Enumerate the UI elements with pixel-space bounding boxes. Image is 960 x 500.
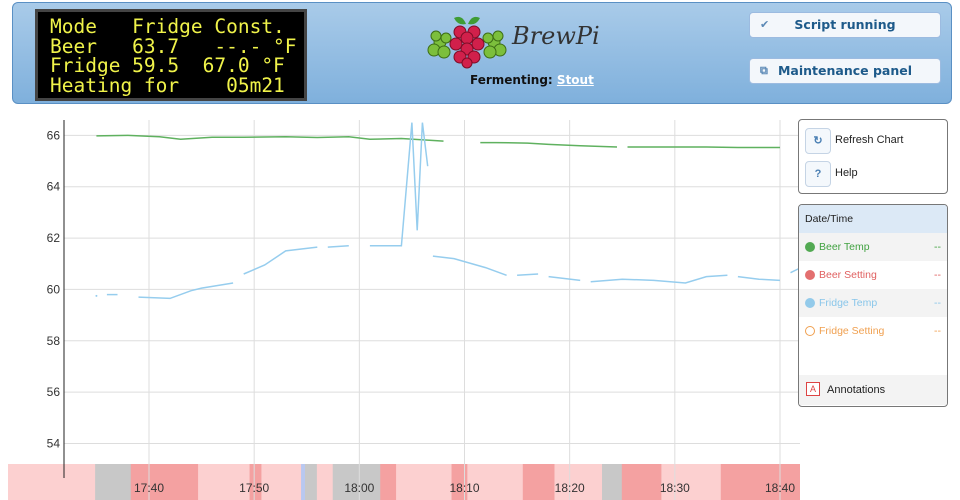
series-line-segment xyxy=(590,274,728,284)
legend-label: Beer Temp xyxy=(819,241,870,253)
x-tick-label: 17:50 xyxy=(239,481,269,495)
x-tick-label: 18:30 xyxy=(660,481,690,495)
temperature-chart[interactable]: 54 56 58 60 62 64 66 17:40 17:50 18:00 18:10 18:20 1… xyxy=(8,112,800,500)
legend-value: -- xyxy=(934,325,941,337)
state-bands xyxy=(8,464,800,500)
x-tick-label: 17:40 xyxy=(134,481,164,495)
y-tick-label: 62 xyxy=(47,231,61,245)
fermenting-status: Fermenting: Stout xyxy=(470,73,594,87)
state-band-heating xyxy=(249,464,262,500)
y-tick-label: 56 xyxy=(47,385,61,399)
legend-label: Beer Setting xyxy=(819,269,877,281)
legend-item-beer-setting[interactable]: Beer Setting -- xyxy=(799,261,947,289)
state-band-cooling_idle xyxy=(467,464,524,500)
series-line-segment xyxy=(327,245,349,248)
legend-item-fridge-setting[interactable]: Fridge Setting -- xyxy=(799,317,947,345)
y-tick-label: 58 xyxy=(47,334,61,348)
refresh-chart-label: Refresh Chart xyxy=(835,134,904,146)
annotations-toggle[interactable]: A Annotations xyxy=(799,375,947,405)
chart-legend: Date/Time Beer Temp -- Beer Setting -- Fridg… xyxy=(798,204,948,407)
state-band-idle xyxy=(305,464,318,500)
refresh-chart-button[interactable]: ↻ Refresh Chart xyxy=(805,128,943,154)
legend-dot-icon xyxy=(805,298,815,308)
state-band-heating xyxy=(522,464,555,500)
legend-item-beer-temp[interactable]: Beer Temp -- xyxy=(799,233,947,261)
legend-dot-icon xyxy=(805,270,815,280)
app-logo-text: BrewPi xyxy=(512,22,600,50)
annotations-icon: A xyxy=(806,382,820,396)
help-icon: ? xyxy=(805,161,831,187)
legend-value: -- xyxy=(934,269,941,281)
series-line-segment xyxy=(138,282,234,300)
beer-name-link[interactable]: Stout xyxy=(556,73,594,87)
script-running-label: Script running xyxy=(794,17,896,32)
legend-datetime: Date/Time xyxy=(799,205,947,233)
series-line-segment xyxy=(480,141,618,148)
refresh-icon: ↻ xyxy=(805,128,831,154)
lcd-line-1: Mode Fridge Const. xyxy=(50,15,285,38)
chart-grid xyxy=(64,120,800,500)
legend-label: Fridge Setting xyxy=(819,325,885,337)
series-beer-temp xyxy=(96,134,780,149)
help-label: Help xyxy=(835,167,858,179)
series-fridge-temp xyxy=(95,122,800,300)
state-band-cooling_idle xyxy=(198,464,251,500)
y-tick-label: 64 xyxy=(47,180,61,194)
state-band-idle xyxy=(95,464,132,500)
help-button[interactable]: ? Help xyxy=(805,161,943,187)
lcd-line-2: Beer 63.7 --.- °F xyxy=(50,34,297,58)
maintenance-panel-label: Maintenance panel xyxy=(777,63,913,78)
series-line-segment xyxy=(517,273,539,277)
state-band-fridge xyxy=(301,464,306,500)
state-band-heating xyxy=(451,464,468,500)
chart-series xyxy=(95,122,800,300)
series-line-segment xyxy=(432,255,507,277)
legend-value: -- xyxy=(934,297,941,309)
lcd-display: Mode Fridge Const. Beer 63.7 --.- °F Fri… xyxy=(35,9,307,101)
state-band-heating xyxy=(130,464,199,500)
legend-label: Fridge Temp xyxy=(819,297,878,309)
state-band-cooling_idle xyxy=(396,464,453,500)
state-band-heating xyxy=(380,464,397,500)
state-band-cooling_idle xyxy=(316,464,334,500)
raspberry-logo-icon xyxy=(427,16,507,69)
state-band-heating xyxy=(720,464,800,500)
script-running-button[interactable]: ✔ Script running xyxy=(749,12,941,38)
series-line-segment xyxy=(548,275,581,282)
state-band-cooling_idle xyxy=(8,464,96,500)
legend-dot-icon xyxy=(805,326,815,336)
y-tick-label: 66 xyxy=(47,128,61,142)
legend-dot-icon xyxy=(805,242,815,252)
fermenting-label: Fermenting: xyxy=(470,73,553,87)
series-line-segment xyxy=(737,275,781,282)
state-band-cooling_idle xyxy=(261,464,302,500)
y-tick-label: 54 xyxy=(47,436,61,450)
series-line-segment xyxy=(369,122,429,247)
annotations-label: Annotations xyxy=(827,384,886,396)
check-icon: ✔ xyxy=(760,18,770,31)
series-line-segment xyxy=(627,146,780,149)
chart-controls: ↻ Refresh Chart ? Help xyxy=(798,119,948,194)
lcd-line-4: Heating for 05m21 xyxy=(50,73,285,97)
x-tick-label: 18:40 xyxy=(765,481,795,495)
y-tick-label: 60 xyxy=(47,282,61,296)
legend-item-fridge-temp[interactable]: Fridge Temp -- xyxy=(799,289,947,317)
x-tick-label: 18:00 xyxy=(344,481,374,495)
series-point xyxy=(95,294,98,297)
window-icon: ⧉ xyxy=(760,64,768,77)
x-tick-label: 18:20 xyxy=(555,481,585,495)
state-band-idle xyxy=(602,464,623,500)
state-band-cooling_idle xyxy=(554,464,603,500)
state-band-heating xyxy=(621,464,662,500)
state-band-cooling_idle xyxy=(661,464,722,500)
series-line-segment xyxy=(243,246,318,275)
chart-axes: 54 56 58 60 62 64 66 17:40 17:50 18:00 18:10 18:20 1… xyxy=(47,120,795,495)
legend-value: -- xyxy=(934,241,941,253)
maintenance-panel-button[interactable]: ⧉ Maintenance panel xyxy=(749,58,941,84)
x-tick-label: 18:10 xyxy=(449,481,479,495)
lcd-line-3: Fridge 59.5 67.0 °F xyxy=(50,54,285,77)
series-line-segment xyxy=(96,134,444,142)
state-band-idle xyxy=(332,464,381,500)
